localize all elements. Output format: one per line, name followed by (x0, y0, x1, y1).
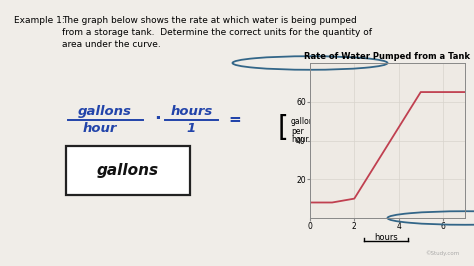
Text: area under the curve.: area under the curve. (62, 40, 161, 49)
Text: ©Study.com: ©Study.com (426, 250, 460, 256)
Text: gallons: gallons (291, 118, 319, 127)
Text: per: per (291, 127, 304, 135)
Text: from a storage tank.  Determine the correct units for the quantity of: from a storage tank. Determine the corre… (62, 28, 372, 37)
Text: Example 1:: Example 1: (14, 16, 65, 25)
Text: ·: · (155, 110, 162, 128)
Text: gallons: gallons (78, 105, 132, 118)
FancyBboxPatch shape (66, 146, 190, 195)
Text: hour: hour (83, 122, 117, 135)
Text: hours: hours (171, 105, 213, 118)
Text: hours: hours (374, 233, 398, 242)
Text: [: [ (278, 114, 289, 142)
Text: 1: 1 (186, 122, 196, 135)
Title: Rate of Water Pumped from a Tank: Rate of Water Pumped from a Tank (304, 52, 471, 61)
Text: hour: hour (291, 135, 309, 144)
Text: =: = (228, 111, 241, 127)
Text: The graph below shows the rate at which water is being pumped: The graph below shows the rate at which … (62, 16, 357, 25)
Text: gallons: gallons (97, 163, 159, 178)
